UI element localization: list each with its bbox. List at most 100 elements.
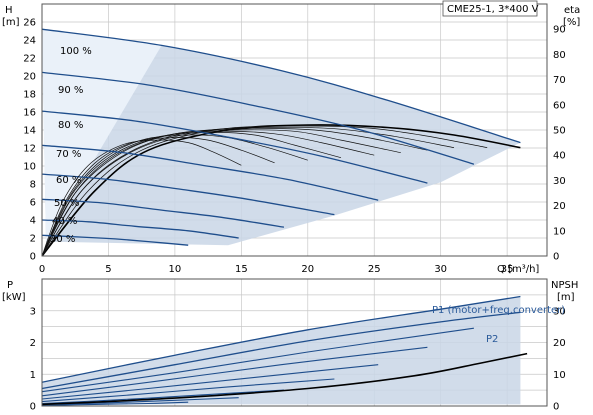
x-tick-label: 30 <box>434 264 447 275</box>
power-curve <box>41 401 189 406</box>
speed-curve-label: 40 % <box>52 216 77 227</box>
h-tick-label: 24 <box>23 36 36 47</box>
npsh-tick-label: 20 <box>553 338 566 349</box>
h-tick-label: 20 <box>23 72 36 83</box>
h-tick-label: 2 <box>30 234 36 245</box>
h-tick-label: 26 <box>23 18 36 29</box>
h-tick-label: 8 <box>30 180 36 191</box>
p-tick-label: 1 <box>30 370 36 381</box>
power-curves <box>41 327 474 406</box>
y-axis-label-right: eta <box>564 5 580 16</box>
h-tick-label: 4 <box>30 216 36 227</box>
power-curve <box>41 378 335 403</box>
speed-curve-label: 80 % <box>58 120 83 131</box>
speed-curve-label: 70 % <box>56 149 81 160</box>
eta-tick-label: 60 <box>553 100 566 111</box>
efficiency-curve <box>41 137 275 257</box>
efficiency-curve <box>41 128 428 257</box>
power-axis-unit: [kW] <box>2 292 26 303</box>
x-tick-label: 35 <box>501 264 514 275</box>
efficiency-curve <box>41 130 375 257</box>
speed-curve-label: 60 % <box>56 175 81 186</box>
top-right-y-ticks: 0 10 20 30 40 50 60 70 80 90 <box>553 25 566 263</box>
top-x-ticks: 0 5 10 15 20 25 30 35 <box>39 264 514 275</box>
eta-tick-label: 50 <box>553 126 566 137</box>
eta-tick-label: 20 <box>553 201 566 212</box>
p-tick-label: 3 <box>30 306 36 317</box>
npsh-curve <box>41 352 528 406</box>
speed-curve-label: 50 % <box>54 198 79 209</box>
speed-curve-label: 90 % <box>58 85 83 96</box>
h-tick-label: 12 <box>23 144 36 155</box>
h-tick-label: 16 <box>23 108 36 119</box>
chart-title: CME25-1, 3*400 V <box>447 4 539 15</box>
p-tick-label: 2 <box>30 338 36 349</box>
efficiency-curve <box>41 134 308 257</box>
power-curve <box>41 364 379 400</box>
bottom-panel: 0 1 2 3 0 10 20 30 P [kW] NPSH [m] P1 (motor+f… <box>2 278 578 413</box>
power-curve <box>41 346 428 397</box>
eta-tick-label: 80 <box>553 50 566 61</box>
speed-curve <box>41 71 475 165</box>
speed-curve <box>41 198 285 228</box>
p1-p2-curves <box>41 295 521 390</box>
efficiency-curves <box>41 124 521 257</box>
x-tick-label: 15 <box>235 264 248 275</box>
h-tick-label: 22 <box>23 54 36 65</box>
speed-curve-labels: 100 % 90 % 80 % 70 % 60 % 50 % 40 % 30 % <box>50 46 92 245</box>
speed-curve <box>41 28 521 144</box>
y-axis-unit-right: [%] <box>563 17 580 28</box>
npsh-tick-label: 10 <box>553 370 566 381</box>
npsh-tick-label: 0 <box>553 402 559 413</box>
speed-curve <box>41 234 189 246</box>
top-plot-frame <box>41 3 548 257</box>
h-tick-label: 0 <box>30 252 36 263</box>
h-tick-label: 14 <box>23 126 36 137</box>
y-axis-unit-left: [m] <box>2 17 20 28</box>
h-tick-label: 10 <box>23 162 36 173</box>
p2-curve <box>41 311 521 390</box>
eta-tick-label: 70 <box>553 75 566 86</box>
speed-curve <box>41 144 379 201</box>
speed-curve-label: 100 % <box>60 46 92 57</box>
legend-p1: P1 (motor+freq.converter) <box>432 305 565 316</box>
speed-curve <box>41 173 335 216</box>
eta-tick-label: 30 <box>553 176 566 187</box>
efficiency-curve <box>41 125 488 257</box>
npsh-axis-label: NPSH <box>551 280 578 291</box>
p1-curve <box>41 295 521 383</box>
npsh-axis-unit: [m] <box>557 292 575 303</box>
speed-curve <box>41 110 428 184</box>
operating-area-fill <box>42 29 521 246</box>
x-tick-label: 5 <box>105 264 111 275</box>
p-tick-label: 0 <box>30 402 36 413</box>
x-tick-label: 25 <box>368 264 381 275</box>
chart-title-box <box>442 0 538 17</box>
top-panel: 100 % 90 % 80 % 70 % 60 % 50 % 40 % 30 % 0 5 10 15… <box>2 0 580 275</box>
efficiency-curve <box>41 139 242 257</box>
y-axis-label-left: H <box>5 5 13 16</box>
power-curve <box>41 327 474 393</box>
eta-tick-label: 10 <box>553 226 566 237</box>
npsh-line <box>41 352 528 406</box>
bottom-plot-frame <box>41 278 548 407</box>
bottom-left-y-ticks: 0 1 2 3 <box>30 306 36 412</box>
npsh-tick-label: 30 <box>553 306 566 317</box>
power-axis-label: P <box>7 280 13 291</box>
eta-tick-label: 40 <box>553 151 566 162</box>
eta-tick-label: 0 <box>553 252 559 263</box>
x-tick-label: 20 <box>301 264 314 275</box>
bottom-right-y-ticks: 0 10 20 30 <box>553 306 566 412</box>
efficiency-curve <box>41 132 342 257</box>
speed-curve-label: 30 % <box>50 234 75 245</box>
x-tick-label: 10 <box>169 264 182 275</box>
h-tick-label: 6 <box>30 198 36 209</box>
h-tick-label: 18 <box>23 90 36 101</box>
x-axis-label: Q [m³/h] <box>497 264 539 275</box>
speed-curve <box>41 219 239 239</box>
eta-tick-label: 90 <box>553 25 566 36</box>
x-tick-label: 0 <box>39 264 45 275</box>
power-curve <box>41 389 284 405</box>
legend-p2: P2 <box>486 334 498 345</box>
